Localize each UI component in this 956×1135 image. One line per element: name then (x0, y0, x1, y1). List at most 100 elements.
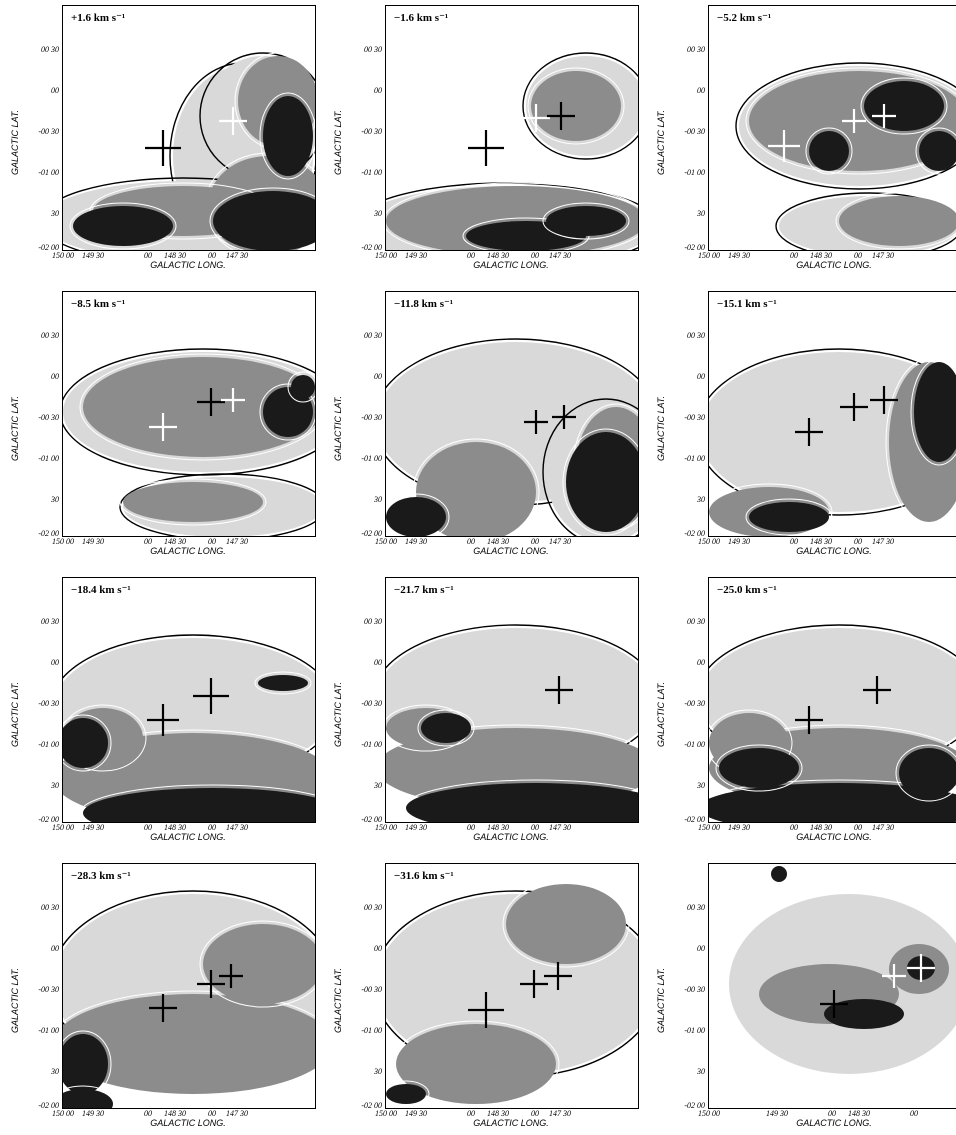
y-axis-label: GALACTIC LAT. (333, 109, 343, 175)
emission-map (63, 634, 315, 822)
contour-line (775, 192, 956, 250)
emission-map (386, 624, 638, 822)
source-cross-marker (524, 410, 548, 434)
emission-region (73, 206, 173, 246)
contour-line (287, 371, 315, 403)
source-cross-marker (544, 962, 572, 990)
x-tick-label: 00 (467, 537, 475, 546)
contour-line (119, 478, 267, 526)
x-tick-label: 148 30 (810, 823, 832, 832)
emission-region (406, 783, 638, 822)
contour-line (895, 744, 956, 802)
source-cross-marker (872, 104, 896, 128)
x-axis-label: GALACTIC LONG. (150, 546, 226, 556)
contour-line (386, 1080, 430, 1108)
x-axis-label: GALACTIC LONG. (473, 260, 549, 270)
y-tick-label: 00 (374, 372, 382, 381)
y-tick-label: -00 30 (38, 127, 59, 136)
x-tick-label: 00 (208, 823, 216, 832)
contour-line (199, 920, 315, 1008)
y-tick-label: -01 00 (684, 1026, 705, 1035)
contour-line (885, 358, 956, 526)
x-tick-label: 148 30 (164, 1109, 186, 1118)
x-tick-label: 00 (144, 537, 152, 546)
x-tick-label: 00 (531, 1109, 539, 1118)
x-tick-label: 147 30 (226, 823, 248, 832)
source-cross-marker (842, 109, 866, 133)
source-cross-marker (863, 676, 891, 704)
source-cross-marker (149, 413, 177, 441)
x-tick-label: 00 (467, 1109, 475, 1118)
y-tick-label: -00 30 (38, 413, 59, 422)
source-cross-marker (197, 388, 225, 416)
velocity-label: −1.6 km s⁻¹ (392, 11, 451, 24)
y-tick-label: 00 (697, 86, 705, 95)
contour-line (860, 77, 948, 135)
emission-region (386, 497, 446, 536)
emission-region (291, 375, 315, 399)
y-tick-label: -01 00 (38, 1026, 59, 1035)
map-frame: −28.3 km s⁻¹ (62, 863, 316, 1109)
x-tick-label: 150 00 (52, 823, 74, 832)
y-tick-label: -02 00 (38, 815, 59, 824)
emission-region (63, 1089, 113, 1108)
x-tick-label: 150 00 (52, 537, 74, 546)
emission-region (864, 81, 944, 131)
y-tick-label: -00 30 (684, 413, 705, 422)
y-tick-label: -00 30 (361, 413, 382, 422)
contour-line (745, 498, 833, 536)
x-tick-label: 00 (144, 823, 152, 832)
emission-map (386, 52, 638, 250)
emission-region (546, 206, 626, 236)
emission-region (123, 482, 263, 522)
contour-line (69, 202, 177, 250)
emission-region (258, 675, 308, 691)
x-tick-label: 148 30 (164, 823, 186, 832)
x-tick-label: 00 (790, 251, 798, 260)
source-cross-marker (149, 994, 177, 1022)
x-tick-label: 147 30 (226, 251, 248, 260)
x-tick-label: 147 30 (872, 823, 894, 832)
source-cross-marker (545, 676, 573, 704)
emission-region (63, 994, 315, 1094)
y-tick-label: -02 00 (361, 815, 382, 824)
x-tick-label: 148 30 (487, 823, 509, 832)
contour-line (417, 709, 475, 747)
y-tick-label: -01 00 (361, 740, 382, 749)
contour-line (745, 67, 956, 175)
y-tick-label: 30 (51, 1067, 59, 1076)
x-tick-label: 149 30 (405, 251, 427, 260)
y-tick-label: 00 30 (687, 331, 705, 340)
source-cross-marker (147, 704, 179, 736)
emission-region (506, 884, 626, 964)
y-tick-label: -01 00 (684, 454, 705, 463)
y-tick-label: 00 30 (364, 617, 382, 626)
map-frame: +1.6 km s⁻¹ (62, 5, 316, 251)
contour-line (915, 127, 956, 175)
x-tick-label: 148 30 (848, 1109, 870, 1118)
emission-region (809, 131, 849, 171)
x-axis-label: GALACTIC LONG. (796, 1118, 872, 1128)
y-tick-label: 30 (374, 781, 382, 790)
source-cross-marker (768, 130, 800, 162)
map-frame: −31.6 km s⁻¹ (385, 863, 639, 1109)
y-tick-label: -02 00 (361, 1101, 382, 1110)
y-tick-label: -00 30 (684, 127, 705, 136)
velocity-label: −5.2 km s⁻¹ (715, 11, 774, 24)
x-tick-label: 150 00 (698, 823, 720, 832)
source-cross-marker (193, 678, 229, 714)
contour-line (386, 493, 450, 536)
x-tick-label: 00 (208, 537, 216, 546)
emission-region (263, 96, 313, 176)
emission-region (63, 1034, 108, 1094)
velocity-label: −21.7 km s⁻¹ (392, 583, 456, 596)
y-axis-label: GALACTIC LAT. (656, 109, 666, 175)
x-tick-label: 00 (531, 537, 539, 546)
contour-line (709, 779, 956, 822)
source-cross-marker (520, 970, 548, 998)
emission-region (386, 1084, 426, 1104)
source-cross-marker (522, 104, 550, 132)
map-frame: −15.1 km s⁻¹ (708, 291, 956, 537)
y-tick-label: 00 30 (41, 903, 59, 912)
emission-map (729, 866, 956, 1074)
